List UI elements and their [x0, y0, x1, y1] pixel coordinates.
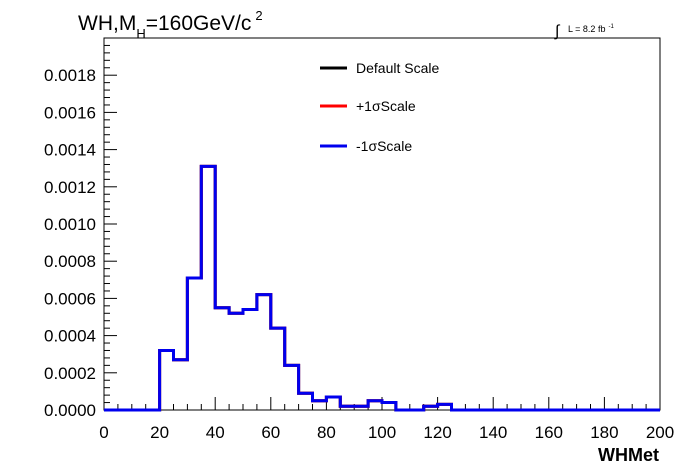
y-tick-label: 0.0004: [44, 327, 96, 346]
x-tick-label: 120: [423, 423, 451, 442]
y-tick-label: 0.0012: [44, 178, 96, 197]
chart-title-superscript: 2: [255, 8, 262, 23]
x-tick-label: 100: [368, 423, 396, 442]
chart-title-subscript: H: [136, 26, 145, 41]
legend-label-2: +1σScale: [356, 98, 416, 114]
luminosity-integral-symbol: ∫: [554, 23, 561, 40]
y-tick-label: 0.0016: [44, 103, 96, 122]
x-tick-label: 180: [590, 423, 618, 442]
legend: Default Scale +1σScale -1σScale: [320, 60, 439, 154]
x-tick-label: 200: [646, 423, 674, 442]
x-tick-label: 40: [206, 423, 225, 442]
x-tick-label: 140: [479, 423, 507, 442]
axes: 0.0000 0.0002 0.0004 0.0006 0.0008 0.0010 0.00…: [44, 37, 674, 442]
luminosity-superscript: -1: [608, 24, 614, 30]
chart-title-prefix: WH,M: [78, 12, 136, 35]
x-axis-label: WHMet: [598, 445, 659, 465]
y-tick-label: 0.0010: [44, 215, 96, 234]
y-tick-label: 0.0018: [44, 66, 96, 85]
x-tick-label: 60: [261, 423, 280, 442]
chart-title: WH,MH=160GeV/c 2: [78, 8, 263, 41]
y-tick-label: 0.0002: [44, 364, 96, 383]
y-tick-label: 0.0000: [44, 401, 96, 420]
y-tick-label: 0.0014: [44, 141, 96, 160]
chart-title-middle: =160GeV/c: [146, 12, 252, 35]
legend-label-3: -1σScale: [356, 138, 412, 154]
legend-label-1: Default Scale: [356, 60, 439, 76]
y-tick-label: 0.0006: [44, 289, 96, 308]
x-tick-label: 160: [535, 423, 563, 442]
y-tick-label: 0.0008: [44, 252, 96, 271]
x-tick-label: 80: [317, 423, 336, 442]
luminosity-text: L = 8.2 fb: [568, 24, 605, 34]
x-tick-label: 20: [150, 423, 169, 442]
x-tick-label: 0: [99, 423, 108, 442]
series-group: [104, 164, 660, 412]
luminosity-label: L = 8.2 fb -1: [568, 24, 614, 34]
series-line-3: [104, 164, 660, 412]
